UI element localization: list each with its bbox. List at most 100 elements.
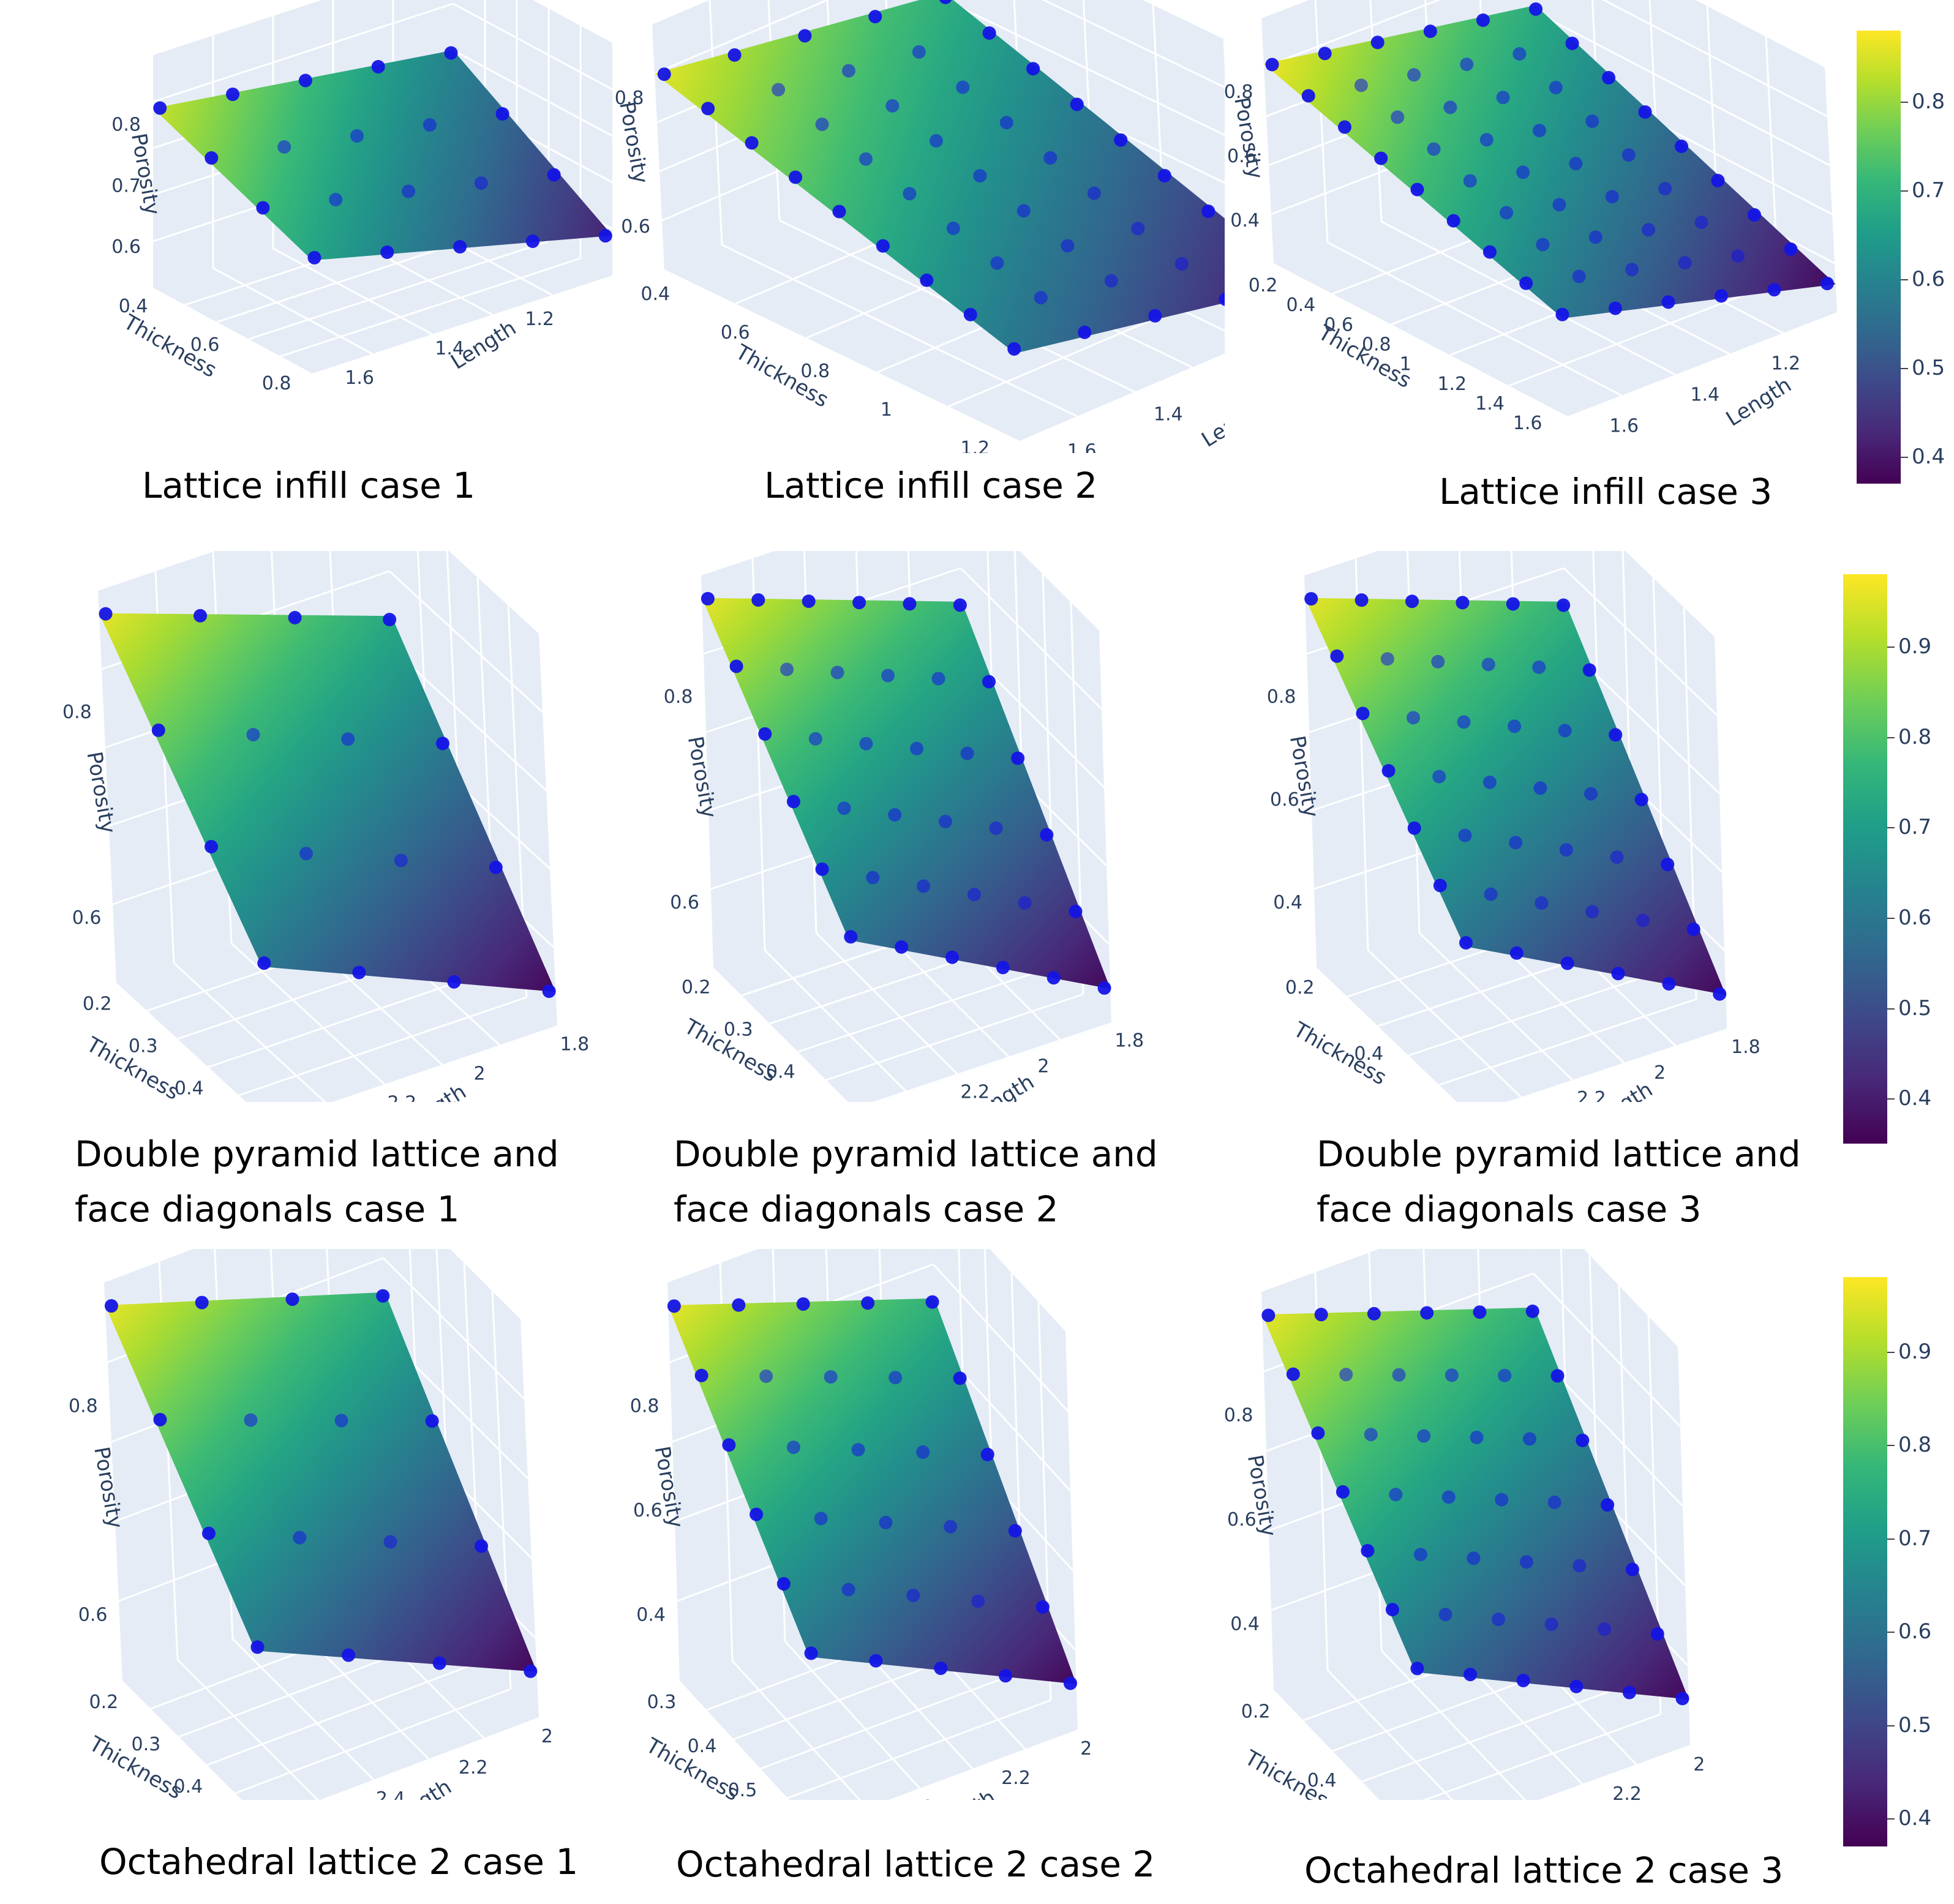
grid-line bbox=[708, 0, 723, 245]
data-point bbox=[808, 732, 822, 746]
colorbar-tick: 0.6 bbox=[1887, 1619, 1932, 1644]
x-tick-label: 0.4 bbox=[688, 1736, 717, 1757]
data-point bbox=[931, 672, 945, 686]
x-tick-label: 0.6 bbox=[190, 334, 220, 356]
z-tick-label: 0.8 bbox=[630, 1395, 659, 1417]
colorbar-tick: 0.6 bbox=[1900, 267, 1945, 292]
data-point bbox=[1588, 230, 1603, 244]
data-points bbox=[657, 0, 1225, 356]
z-tick-label: 0.8 bbox=[62, 702, 92, 723]
data-point bbox=[776, 1577, 791, 1591]
data-point bbox=[542, 984, 556, 999]
data-point bbox=[1532, 660, 1546, 674]
data-point bbox=[1500, 206, 1514, 220]
data-point bbox=[1148, 309, 1162, 323]
surface-plot-double-pyramid-3: 0.20.40.61.822.22.40.80.60.4ThicknessLen… bbox=[1267, 551, 1760, 1102]
grid-line bbox=[1563, 567, 1718, 716]
data-point bbox=[1460, 58, 1474, 72]
data-point bbox=[383, 1535, 397, 1549]
data-point bbox=[1458, 828, 1472, 842]
data-point bbox=[999, 1669, 1013, 1683]
data-point bbox=[772, 83, 786, 97]
data-point bbox=[906, 1588, 920, 1602]
data-point bbox=[342, 1648, 356, 1662]
data-point bbox=[1747, 208, 1761, 222]
grid-line bbox=[1535, 11, 1830, 167]
data-point bbox=[444, 46, 458, 60]
data-point bbox=[1767, 283, 1781, 297]
data-point bbox=[1457, 715, 1471, 729]
data-point bbox=[402, 184, 416, 198]
data-point bbox=[759, 1369, 773, 1383]
data-point bbox=[953, 1371, 967, 1385]
x-tick-label: 0.4 bbox=[1287, 294, 1316, 316]
data-point bbox=[1431, 654, 1445, 669]
tick-labels: 0.20.40.60.811.21.41.611.21.41.60.80.60.… bbox=[1225, 81, 1800, 437]
data-point bbox=[1407, 821, 1421, 835]
data-point bbox=[1498, 1368, 1512, 1382]
x-tick-label: 1.2 bbox=[960, 438, 990, 453]
data-points bbox=[701, 591, 1111, 995]
data-points bbox=[104, 1289, 538, 1678]
y-axis-title: Length bbox=[1197, 394, 1225, 452]
y-tick-label: 2.4 bbox=[376, 1788, 405, 1800]
grid-line bbox=[1418, 932, 1574, 1081]
panel-title-2: Lattice infill case 2 bbox=[764, 465, 1098, 506]
y-tick-label: 2 bbox=[1080, 1738, 1092, 1760]
data-point bbox=[1532, 124, 1546, 138]
data-point bbox=[1407, 711, 1421, 725]
data-point bbox=[1370, 36, 1385, 50]
data-point bbox=[1261, 1308, 1276, 1322]
data-point bbox=[980, 1447, 994, 1461]
data-point bbox=[1355, 593, 1369, 607]
data-point bbox=[815, 862, 829, 876]
panel-title-7: Octahedral lattice 2 case 1 bbox=[99, 1841, 579, 1883]
data-point bbox=[1611, 967, 1625, 981]
data-point bbox=[1661, 857, 1675, 871]
data-point bbox=[1509, 946, 1524, 960]
y-tick-label: 1.4 bbox=[1690, 384, 1719, 406]
data-point bbox=[861, 1296, 875, 1310]
data-point bbox=[288, 610, 302, 624]
grid-line bbox=[280, 257, 581, 358]
data-point bbox=[1413, 1548, 1427, 1562]
data-points bbox=[1261, 1304, 1689, 1706]
data-point bbox=[475, 1539, 489, 1553]
data-point bbox=[153, 1412, 167, 1426]
data-point bbox=[285, 1292, 299, 1306]
y-tick-label: 1.2 bbox=[525, 309, 554, 330]
data-point bbox=[1602, 70, 1615, 84]
y-tick-label: 1.8 bbox=[1731, 1036, 1760, 1058]
data-point bbox=[394, 853, 408, 868]
data-point bbox=[1016, 204, 1031, 218]
data-point bbox=[722, 1438, 736, 1452]
y-tick-label: 2.2 bbox=[960, 1081, 990, 1102]
z-tick-label: 0.4 bbox=[1230, 210, 1260, 231]
data-points bbox=[1304, 592, 1727, 1001]
z-tick-label: 0.8 bbox=[1225, 1404, 1253, 1426]
data-point bbox=[1097, 981, 1111, 995]
colorbar-tick: 0.9 bbox=[1887, 1339, 1932, 1364]
data-point bbox=[1508, 719, 1522, 733]
z-tick-label: 0.4 bbox=[1230, 1614, 1260, 1635]
z-tick-label: 0.4 bbox=[1273, 892, 1302, 913]
data-point bbox=[1438, 1608, 1452, 1622]
data-point bbox=[1456, 596, 1470, 610]
data-point bbox=[1533, 781, 1547, 795]
grid-line bbox=[932, 1263, 1069, 1412]
data-point bbox=[1601, 1498, 1615, 1512]
data-point bbox=[1410, 1662, 1424, 1676]
data-point bbox=[244, 1413, 258, 1427]
data-point bbox=[832, 204, 846, 219]
colorbar-tick: 0.7 bbox=[1887, 815, 1932, 840]
porosity-surface bbox=[668, 1298, 1077, 1684]
grid-line bbox=[654, 0, 830, 75]
grid-line bbox=[392, 648, 547, 792]
data-point bbox=[1573, 1559, 1587, 1573]
grid-line bbox=[797, 965, 1056, 1053]
x-tick-label: 0.6 bbox=[721, 322, 750, 343]
grid-line bbox=[815, 932, 958, 1075]
data-point bbox=[1423, 24, 1437, 39]
data-point bbox=[1008, 1524, 1022, 1538]
data-point bbox=[1018, 896, 1032, 910]
